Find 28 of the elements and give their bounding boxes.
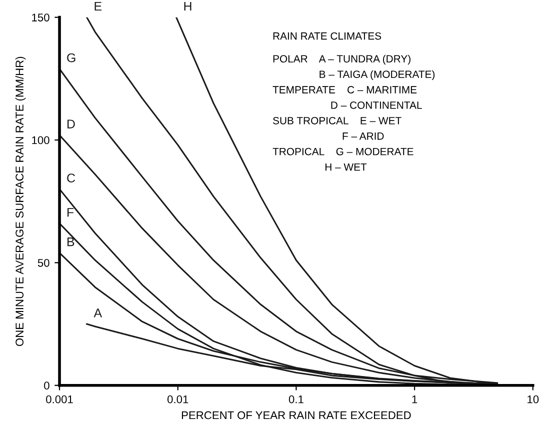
- x-tick-label: 0.1: [288, 395, 304, 404]
- x-tick-label: 0.01: [167, 395, 188, 404]
- y-tick-label: 50: [38, 258, 50, 267]
- x-axis-title: PERCENT OF YEAR RAIN RATE EXCEEDED: [182, 411, 411, 420]
- y-tick-label: 0: [44, 382, 50, 390]
- series-label: C: [67, 174, 76, 182]
- annotation: POLAR A – TUNDRA (DRY): [273, 54, 410, 65]
- x-tick-label: 10: [528, 395, 539, 404]
- series-label: H: [184, 2, 192, 11]
- annotation: TROPICAL G – MODERATE: [272, 148, 414, 156]
- y-axis-title: ONE MINUTE AVERAGE SURFACE RAIN RATE (MM/HR): [15, 56, 26, 346]
- annotation: RAIN RATE CLIMATES: [273, 32, 382, 40]
- y-tick-label: 150: [32, 14, 50, 22]
- annotation: F – ARID: [342, 132, 384, 140]
- series-label: F: [67, 208, 74, 217]
- annotation: D – CONTINENTAL: [331, 102, 422, 109]
- x-tick-label: 1: [412, 396, 418, 404]
- series-label: B: [67, 238, 74, 246]
- x-tick-label: 0.001: [46, 395, 73, 404]
- annotation: B – TAIGA (MODERATE): [320, 70, 435, 80]
- annotation: SUB TROPICAL E – WET: [273, 116, 402, 124]
- y-tick-label: 100: [32, 136, 50, 144]
- series-label: D: [67, 120, 75, 128]
- annotation: TEMPERATE C – MARITIME: [272, 86, 417, 94]
- annotation: H – WET: [325, 163, 367, 171]
- series-label: G: [67, 53, 76, 62]
- series-label: A: [94, 308, 102, 318]
- series-label: E: [94, 2, 102, 11]
